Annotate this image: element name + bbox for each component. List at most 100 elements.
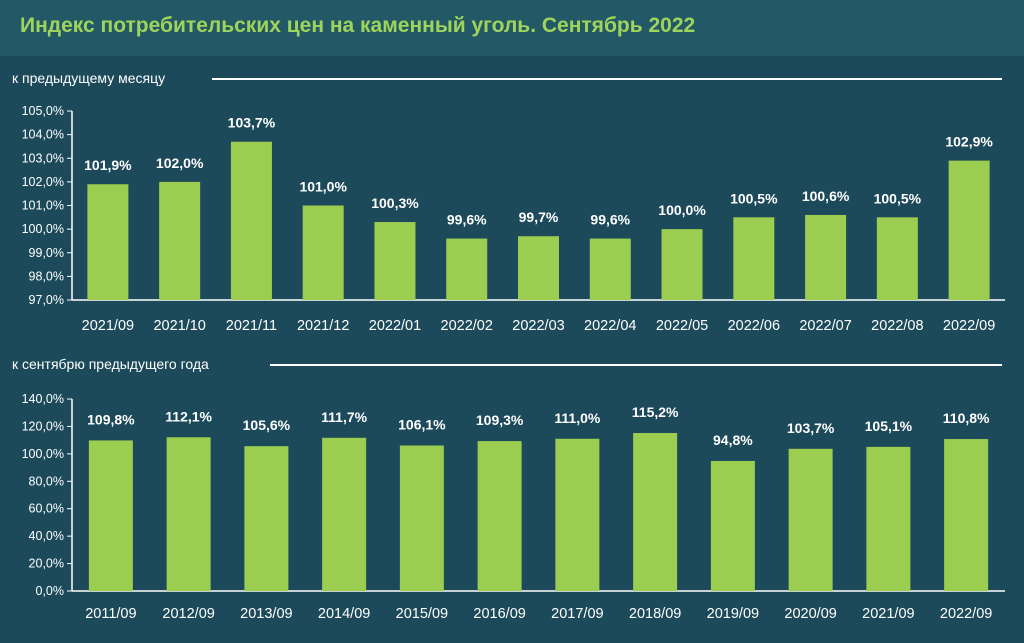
x-tick-label: 2021/10 <box>153 318 205 334</box>
bar <box>876 217 918 300</box>
bar <box>302 205 344 300</box>
data-label: 99,6% <box>590 212 630 228</box>
x-tick-label: 2019/09 <box>707 606 759 622</box>
x-tick-label: 2021/09 <box>82 318 134 334</box>
bar <box>322 437 367 591</box>
y-tick-label: 20,0% <box>29 557 64 571</box>
y-tick-label: 98,0% <box>29 269 64 283</box>
bar <box>948 160 990 300</box>
bar <box>866 446 911 591</box>
data-label: 100,6% <box>802 188 850 204</box>
data-label: 103,7% <box>787 420 835 436</box>
bar <box>166 437 211 591</box>
x-tick-label: 2022/06 <box>728 318 780 334</box>
bar <box>159 181 201 300</box>
x-tick-label: 2011/09 <box>85 606 136 622</box>
data-label: 100,5% <box>874 190 922 206</box>
x-tick-label: 2015/09 <box>396 606 448 622</box>
y-tick-label: 103,0% <box>22 151 64 165</box>
x-tick-label: 2022/01 <box>369 318 421 334</box>
data-label: 100,5% <box>730 190 778 206</box>
bar <box>733 217 775 300</box>
bar <box>244 446 289 591</box>
x-tick-label: 2022/08 <box>871 318 923 334</box>
y-tick-label: 100,0% <box>22 222 64 236</box>
section-label-monthly: к предыдущему месяцу <box>12 70 166 86</box>
data-label: 101,9% <box>84 157 132 173</box>
y-tick-label: 0,0% <box>36 584 65 598</box>
bar <box>661 229 703 300</box>
section-label-yearly: к сентябрю предыдущего года <box>12 356 209 372</box>
y-tick-label: 80,0% <box>29 474 64 488</box>
x-tick-label: 2014/09 <box>318 606 370 622</box>
data-label: 109,8% <box>87 411 135 427</box>
y-tick-label: 140,0% <box>22 392 64 406</box>
data-label: 106,1% <box>398 416 446 432</box>
bar <box>710 460 755 591</box>
bar <box>399 445 444 591</box>
bar <box>555 438 600 591</box>
data-label: 94,8% <box>713 432 753 448</box>
data-label: 100,3% <box>371 195 419 211</box>
x-tick-label: 2022/03 <box>512 318 564 334</box>
x-tick-label: 2012/09 <box>162 606 214 622</box>
bar <box>944 439 989 591</box>
yearly-bar-chart: 0,0% 20,0% 40,0% 60,0% 80,0% 100,0% 120,0% 140,… <box>22 392 1005 622</box>
y-tick-label: 102,0% <box>22 175 64 189</box>
y-tick-label: 99,0% <box>29 246 64 260</box>
bar <box>374 222 416 300</box>
bar <box>477 441 522 591</box>
x-tick-label: 2021/12 <box>297 318 349 334</box>
x-tick-label: 2017/09 <box>551 606 603 622</box>
data-label: 105,1% <box>865 418 913 434</box>
bar <box>88 440 133 591</box>
y-tick-label: 100,0% <box>22 447 64 461</box>
y-tick-label: 97,0% <box>29 293 64 307</box>
x-tick-label: 2021/09 <box>862 606 914 622</box>
bar <box>518 236 559 300</box>
bar <box>788 448 833 591</box>
data-label: 103,7% <box>228 115 276 131</box>
data-label: 109,3% <box>476 412 524 428</box>
x-tick-label: 2013/09 <box>240 606 292 622</box>
y-tick-label: 120,0% <box>22 419 64 433</box>
bar <box>805 214 847 300</box>
x-tick-label: 2021/11 <box>226 318 277 334</box>
bar <box>230 141 272 300</box>
bar <box>87 184 129 300</box>
x-tick-label: 2022/09 <box>940 606 992 622</box>
x-tick-label: 2022/09 <box>943 318 995 334</box>
chart-title: Индекс потребительских цен на каменный у… <box>20 14 696 37</box>
x-tick-label: 2018/09 <box>629 606 681 622</box>
bar <box>589 238 631 300</box>
data-label: 99,7% <box>519 209 559 225</box>
data-label: 112,1% <box>165 408 212 424</box>
data-label: 99,6% <box>447 212 487 228</box>
y-tick-label: 105,0% <box>22 104 64 118</box>
x-tick-label: 2020/09 <box>784 606 836 622</box>
data-label: 111,7% <box>321 409 367 425</box>
section-rule-monthly <box>212 78 1002 80</box>
bar <box>633 433 678 591</box>
data-label: 110,8% <box>943 410 990 426</box>
y-tick-label: 60,0% <box>29 502 64 516</box>
data-label: 102,9% <box>945 134 993 150</box>
y-tick-label: 101,0% <box>22 199 64 213</box>
x-tick-label: 2016/09 <box>473 606 525 622</box>
data-label: 111,0% <box>554 410 600 426</box>
data-label: 101,0% <box>299 179 347 195</box>
data-label: 115,2% <box>632 404 679 420</box>
x-tick-label: 2022/05 <box>656 318 708 334</box>
section-rule-yearly <box>270 364 1002 366</box>
monthly-bar-chart: 97,0% 98,0% 99,0% 100,0% 101,0% 102,0% 103,0% 1… <box>22 104 1005 334</box>
data-label: 105,6% <box>243 417 291 433</box>
x-tick-label: 2022/07 <box>799 318 851 334</box>
y-tick-label: 104,0% <box>22 128 64 142</box>
title-band: Индекс потребительских цен на каменный у… <box>0 0 1024 56</box>
x-tick-label: 2022/04 <box>584 318 636 334</box>
bar <box>446 238 488 300</box>
y-tick-label: 40,0% <box>29 529 64 543</box>
x-tick-label: 2022/02 <box>441 318 493 334</box>
data-label: 102,0% <box>156 155 204 171</box>
